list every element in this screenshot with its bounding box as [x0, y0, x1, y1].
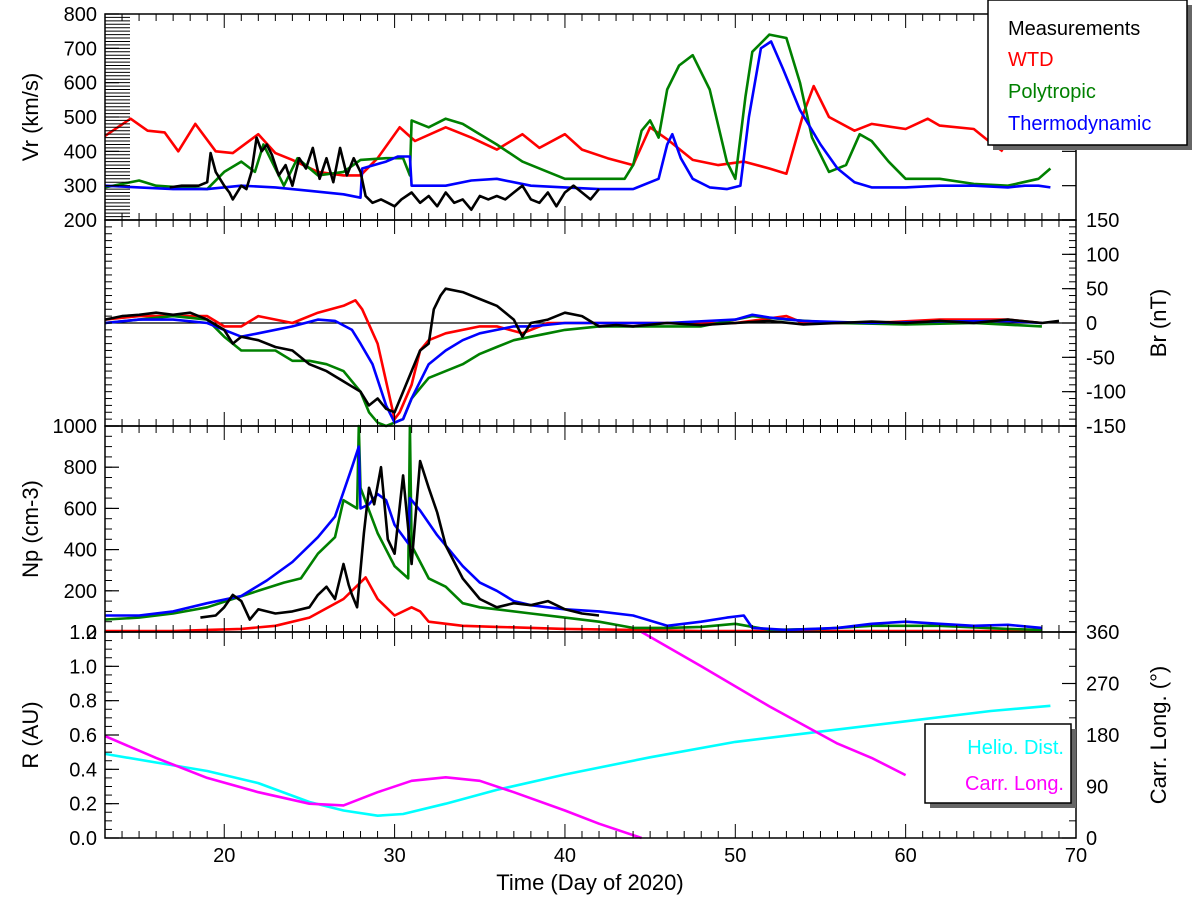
orbit-right-tick-label: 0 [1086, 828, 1097, 850]
density-axis-ticks: 0 200 400 600 800 1000 [53, 416, 1077, 644]
speed-series-group [104, 33, 1052, 211]
legend-measurements: Measurements [1008, 18, 1140, 40]
speed-left-tick-label: 200 [64, 210, 97, 232]
speed-left-tick-label: 800 [64, 4, 97, 26]
orbit-right-tick-label: 180 [1086, 725, 1119, 747]
orbit-left-tick-label: 1.2 [69, 622, 97, 644]
orbit-left-tick-label: 0.0 [69, 828, 97, 850]
orbit-series-group [104, 630, 1051, 840]
density-ylabel: Np (cm-3) [18, 480, 43, 578]
x-tick-label: 70 [1065, 845, 1087, 867]
x-tick-label: 40 [554, 845, 576, 867]
legend-thermodynamic: Thermodynamic [1008, 113, 1151, 135]
orbit-legend-box [924, 723, 1072, 804]
density-left-tick-label: 800 [64, 457, 97, 479]
orbit-left-tick-label: 1.0 [69, 656, 97, 678]
speed-left-tick-label: 500 [64, 107, 97, 129]
speed-series-wtd [104, 84, 1004, 177]
field-right-tick-label: 150 [1086, 210, 1119, 232]
orbit-right-tick-label: 90 [1086, 777, 1108, 799]
field-series-polytropic [104, 314, 1042, 428]
orbit-series-carr-long [104, 734, 643, 840]
x-tick-label: 20 [213, 845, 235, 867]
legend-carr-long: Carr. Long. [965, 773, 1064, 795]
density-left-tick-label: 1000 [53, 416, 98, 438]
field-series-measurements [104, 287, 1060, 414]
field-right-tick-label: -50 [1086, 347, 1115, 369]
density-left-tick-label: 600 [64, 498, 97, 520]
speed-ylabel: Vr (km/s) [18, 73, 43, 161]
field-series-group [104, 287, 1060, 428]
density-series-polytropic [104, 424, 1042, 632]
orbit-series-carr-long-continued [640, 630, 907, 777]
orbit-left-tick-label: 0.8 [69, 691, 97, 713]
speed-left-tick-label: 400 [64, 141, 97, 163]
density-left-tick-label: 200 [64, 581, 97, 603]
orbit-ylabel-right: Carr. Long. (°) [1146, 666, 1171, 804]
x-tick-label: 30 [383, 845, 405, 867]
field-series-thermodynamic [104, 313, 1042, 424]
field-right-tick-label: 0 [1086, 313, 1097, 335]
speed-legend: Measurements WTD Polytropic Thermodynami… [987, 0, 1192, 150]
density-series-thermodynamic [105, 445, 1043, 632]
legend-polytropic: Polytropic [1008, 81, 1096, 103]
field-panel: -150 -100 -50 0 50 100 150 Br (nT) [104, 210, 1171, 438]
density-series-measurements [200, 459, 600, 621]
speed-legend-box [987, 0, 1188, 146]
field-right-tick-label: 100 [1086, 244, 1119, 266]
speed-panel: 200 300 400 500 600 700 800 Vr (km/s) Measurem… [18, 0, 1192, 232]
speed-left-tick-label: 300 [64, 176, 97, 198]
orbit-legend: Helio. Dist. Carr. Long. [924, 723, 1076, 808]
speed-series-thermodynamic [104, 40, 1051, 199]
field-right-tick-label: 50 [1086, 279, 1108, 301]
speed-left-tick-label: 600 [64, 73, 97, 95]
orbit-right-tick-label: 270 [1086, 674, 1119, 696]
orbit-left-tick-label: 0.2 [69, 794, 97, 816]
field-ylabel: Br (nT) [1146, 289, 1171, 357]
field-series-wtd [104, 298, 1043, 421]
orbit-right-tick-label: 360 [1086, 622, 1119, 644]
orbit-left-tick-label: 0.4 [69, 759, 97, 781]
x-axis-label: Time (Day of 2020) [496, 870, 683, 895]
density-panel-frame [104, 425, 1077, 633]
speed-series-polytropic [104, 33, 1052, 191]
speed-series-measurements [169, 136, 601, 211]
x-tick-label: 50 [724, 845, 746, 867]
field-right-tick-label: -100 [1086, 382, 1126, 404]
density-left-tick-label: 400 [64, 540, 97, 562]
orbit-ylabel-left: R (AU) [18, 701, 43, 768]
legend-wtd: WTD [1008, 49, 1054, 71]
density-series-wtd [105, 576, 1042, 633]
density-left-tick-label: 0 [86, 622, 97, 644]
speed-axis-ticks: 200 300 400 500 600 700 800 [64, 4, 1077, 232]
field-right-tick-label: -150 [1086, 416, 1126, 438]
density-panel: 0 200 400 600 800 1000 Np (cm-3) [18, 416, 1077, 644]
field-axis-ticks: -150 -100 -50 0 50 100 150 [105, 210, 1126, 438]
speed-left-tick-label: 700 [64, 38, 97, 60]
orbit-left-tick-label: 0.6 [69, 725, 97, 747]
x-tick-label: 60 [895, 845, 917, 867]
legend-helio-dist: Helio. Dist. [967, 737, 1064, 759]
density-series-group [104, 424, 1043, 633]
orbit-series-helio-dist [104, 704, 1051, 818]
